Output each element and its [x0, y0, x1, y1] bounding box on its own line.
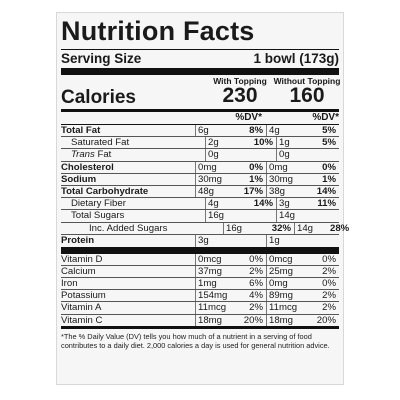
nutrient-row: Inc. Added Sugars 16g 32% 14g 28% [61, 222, 349, 235]
without-topping-calories: 160 [289, 84, 325, 107]
nutrient-table: Total Fat 6g 8% 4g 5% Saturated Fat 2g 10% 1g 5%… [61, 125, 349, 235]
dv-header-without-topping: %DV* [312, 112, 339, 123]
nutrient-row: Sodium 30mg 1% 30mg 1% [61, 173, 339, 186]
divider [61, 109, 339, 112]
divider [61, 68, 339, 75]
nutrient-row: Dietary Fiber 4g 14% 3g 11% [61, 198, 339, 211]
nutrient-row: Cholesterol 0mg 0% 0mg 0% [61, 161, 339, 174]
vitamin-row: Vitamin A 11mcg 2% 11mcg 2% [61, 302, 339, 315]
calories-label: Calories [61, 87, 136, 108]
vitamin-row: Potassium 154mg 4% 89mg 2% [61, 290, 339, 303]
serving-size-value: 1 bowl (173g) [253, 51, 339, 66]
protein-row: Protein 3g 1g [61, 234, 339, 254]
nutrient-row: Total Fat 6g 8% 4g 5% [61, 125, 339, 138]
daily-value-header: %DV* %DV* [61, 112, 339, 124]
nutrient-row: Total Sugars 16g 14g [61, 210, 339, 223]
nutrient-row: Total Carbohydrate 48g 17% 38g 14% [61, 185, 339, 199]
label-title: Nutrition Facts [61, 16, 255, 46]
serving-size-row: Serving Size 1 bowl (173g) [61, 50, 339, 68]
divider [61, 124, 339, 125]
divider [61, 49, 339, 50]
nutrient-row: Saturated Fat 2g 10% 1g 5% [61, 137, 339, 150]
with-topping-column-head: With Topping 230 [209, 76, 271, 106]
vitamin-row: Calcium 37mg 2% 25mg 2% [61, 265, 339, 279]
nutrition-label: Nutrition Facts Serving Size 1 bowl (173… [56, 12, 349, 385]
vitamin-row: Vitamin C 18mg 20% 18mg 20% [61, 314, 339, 329]
vitamin-table: Vitamin D 0mcg 0% 0mcg 0% Calcium 37mg 2% 25mg 2… [61, 253, 339, 329]
calories-row: Calories With Topping 230 Without Toppin… [61, 75, 341, 109]
serving-size-label: Serving Size [61, 51, 142, 66]
footnote: *The % Daily Value (DV) tells you how mu… [61, 331, 330, 350]
vitamin-row: Iron 1mg 6% 0mg 0% [61, 278, 339, 291]
dv-header-with-topping: %DV* [235, 112, 262, 123]
with-topping-calories: 230 [222, 84, 258, 107]
vitamin-row: Vitamin D 0mcg 0% 0mcg 0% [61, 253, 339, 266]
nutrient-row: Trans Fat 0g 0g [61, 149, 339, 162]
without-topping-column-head: Without Topping 160 [273, 76, 341, 107]
